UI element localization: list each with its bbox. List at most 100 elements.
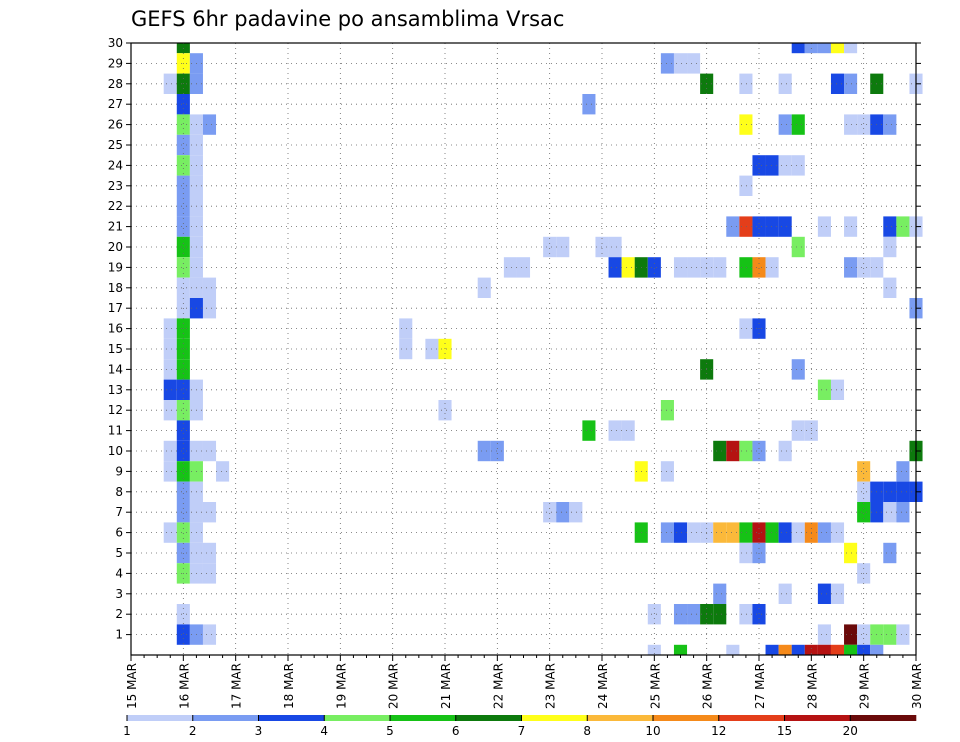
y-tick-label: 8: [115, 485, 123, 499]
heat-cell: [896, 461, 910, 482]
heat-cell: [830, 379, 845, 400]
heat-cell: [176, 196, 190, 217]
y-tick-label: 30: [108, 36, 123, 50]
heat-cell: [673, 604, 688, 625]
y-tick-label: 7: [115, 505, 123, 519]
y-tick-label: 26: [108, 118, 123, 132]
y-tick-label: 13: [108, 383, 123, 397]
heat-cell: [752, 216, 766, 237]
colorbar-swatch: [587, 715, 654, 721]
heat-cell: [883, 542, 897, 564]
heat-cell: [673, 644, 688, 655]
heat-cell: [765, 257, 779, 278]
y-tick-label: 10: [108, 444, 123, 458]
heat-cell: [726, 216, 740, 237]
colorbar-swatch: [718, 715, 785, 721]
heat-cell: [477, 440, 491, 462]
heat-cell: [176, 461, 190, 482]
y-tick-label: 1: [115, 628, 123, 642]
heat-cell: [765, 155, 779, 176]
heat-cell: [176, 400, 190, 421]
heat-cell: [778, 114, 792, 135]
heat-cell: [857, 481, 871, 502]
heat-cell: [608, 420, 622, 441]
heat-cell: [176, 359, 190, 380]
heat-cell: [896, 502, 910, 523]
x-tick-label: 15 MAR: [125, 663, 139, 709]
heat-cell: [490, 440, 504, 462]
heat-cell: [844, 624, 858, 645]
heat-cell: [569, 502, 583, 523]
heat-cell: [844, 114, 858, 135]
heat-cell: [163, 461, 177, 482]
heat-cell: [778, 73, 792, 94]
cells-layer: [163, 43, 923, 655]
heat-cell: [778, 216, 792, 237]
x-tick-label: 30 MAR: [910, 663, 924, 709]
colorbar-swatch: [127, 715, 194, 721]
heat-cell: [791, 522, 805, 543]
heat-cell: [163, 338, 177, 360]
x-tick-label: 20 MAR: [387, 663, 401, 709]
heat-cell: [883, 502, 897, 523]
colorbar-swatch: [521, 715, 588, 721]
heat-cell: [778, 440, 792, 462]
x-tick-label: 19 MAR: [334, 663, 348, 709]
colorbar-swatch: [324, 715, 391, 721]
x-tick-label: 25 MAR: [648, 663, 662, 709]
colorbar-swatch: [653, 715, 720, 721]
heat-cell: [830, 644, 845, 655]
heat-cell: [163, 359, 177, 380]
heat-cell: [883, 277, 897, 298]
heat-cell: [176, 440, 190, 462]
heat-cell: [556, 236, 570, 258]
heat-cell: [399, 338, 413, 360]
heat-cell: [176, 502, 190, 523]
y-tick-label: 28: [108, 77, 123, 91]
heat-cell: [726, 440, 740, 462]
heat-cell: [844, 73, 858, 94]
heat-cell: [621, 257, 635, 278]
heat-cell: [739, 542, 753, 564]
heat-cell: [647, 257, 661, 278]
heat-cell: [713, 604, 727, 625]
heat-cell: [673, 257, 688, 278]
colorbar-swatch: [390, 715, 457, 721]
x-tick-label: 16 MAR: [177, 663, 191, 709]
heat-cell: [202, 624, 217, 645]
y-tick-label: 9: [115, 464, 123, 478]
heat-cell: [791, 43, 805, 54]
heat-cell: [739, 318, 753, 339]
heat-cell: [752, 155, 766, 176]
y-tick-label: 12: [108, 403, 123, 417]
heat-cell: [883, 236, 897, 258]
x-tick-label: 23 MAR: [544, 663, 558, 709]
heat-cell: [163, 379, 177, 400]
heat-cell: [202, 277, 217, 298]
heat-cell: [621, 420, 635, 441]
heat-cell: [176, 94, 190, 115]
y-tick-label: 23: [108, 179, 123, 193]
y-tick-label: 17: [108, 301, 123, 315]
heat-cell: [687, 604, 701, 625]
heat-cell: [163, 318, 177, 339]
heat-cell: [660, 522, 674, 543]
heat-cell: [883, 216, 897, 237]
heat-cell: [647, 644, 661, 655]
y-tick-label: 18: [108, 281, 123, 295]
heat-cell: [817, 379, 831, 400]
heat-cell: [176, 216, 190, 237]
heat-cell: [844, 216, 858, 237]
y-tick-label: 5: [115, 546, 123, 560]
colorbar-tick-label: 20: [843, 724, 858, 738]
heat-cell: [791, 359, 805, 380]
heat-cell: [202, 563, 217, 584]
x-tick-label: 29 MAR: [858, 663, 872, 709]
heat-cell: [817, 43, 831, 54]
y-axis: 1234567891011121314151617181920212223242…: [108, 36, 921, 642]
heat-cell: [857, 624, 871, 645]
heat-cell: [660, 53, 674, 74]
y-tick-label: 22: [108, 199, 123, 213]
y-tick-label: 25: [108, 138, 123, 152]
y-tick-label: 27: [108, 97, 123, 111]
